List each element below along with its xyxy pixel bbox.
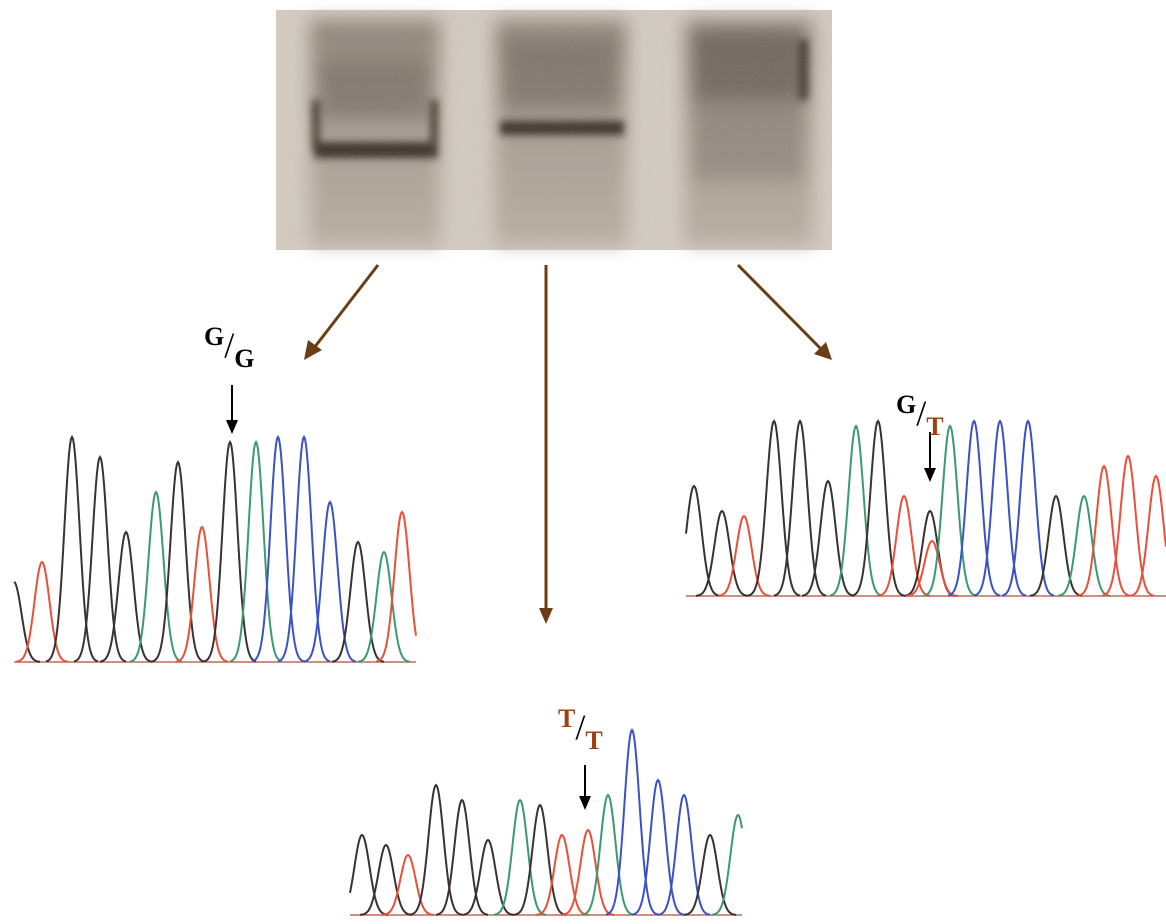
trace-peak: [461, 838, 515, 916]
trace-peak: [1101, 454, 1155, 597]
trace-peak: [129, 490, 183, 663]
trace-peak: [631, 778, 685, 916]
trace-peak: [773, 419, 827, 597]
trace-peak: [695, 509, 749, 597]
trace-peak: [229, 439, 283, 663]
trace-peak: [903, 509, 957, 597]
trace-peak: [1001, 419, 1055, 597]
genotype-label: G/G: [204, 322, 254, 373]
trace-peak: [359, 843, 413, 916]
trace-peak: [435, 798, 489, 916]
allele: T: [585, 726, 602, 755]
trace-peak: [1029, 494, 1083, 597]
trace-peak: [175, 525, 229, 663]
trace-peak: [973, 419, 1027, 597]
allele: G: [204, 322, 224, 351]
separator: /: [575, 707, 585, 747]
trace-peak: [349, 833, 389, 916]
trace-peak: [99, 530, 153, 663]
trace-peak: [15, 560, 69, 663]
allele: T: [558, 704, 575, 733]
trace-peak: [331, 540, 385, 663]
trace-peak: [73, 454, 127, 663]
separator: /: [224, 325, 234, 365]
trace-peak: [1129, 474, 1166, 597]
separator: /: [916, 393, 926, 433]
arrows: [304, 263, 832, 624]
trace-peak: [711, 813, 743, 916]
allele: G: [234, 344, 254, 373]
trace-peak: [905, 539, 959, 597]
trace-peak: [685, 484, 721, 597]
trace-peak: [829, 424, 883, 597]
trace-peak: [923, 424, 977, 597]
trace-peak: [381, 853, 435, 916]
trace-peak: [581, 793, 635, 916]
trace-peak: [357, 550, 411, 663]
trace-peak: [513, 803, 567, 916]
trace-peak: [151, 459, 205, 663]
trace-peak: [303, 500, 357, 663]
trace-peak: [747, 419, 801, 597]
genotype-label: G/T: [896, 390, 944, 441]
trace-peak: [877, 494, 931, 597]
trace-peak: [251, 434, 305, 663]
trace-peak: [657, 793, 711, 916]
trace-peak: [801, 479, 855, 597]
trace-peak: [13, 581, 41, 663]
trace-peak: [717, 514, 771, 597]
trace-peak: [1057, 494, 1111, 597]
trace-peak: [947, 419, 1001, 597]
trace-peak: [45, 434, 99, 663]
trace-peak: [375, 510, 417, 663]
gel-image: [276, 10, 832, 250]
trace-peak: [409, 783, 463, 916]
trace-peak: [561, 828, 615, 916]
allele: G: [896, 390, 916, 419]
trace-peak: [277, 434, 331, 663]
genotype-label: T/T: [558, 704, 603, 755]
trace-peak: [851, 419, 905, 597]
allele: T: [926, 412, 943, 441]
trace-peak: [1077, 464, 1131, 597]
trace-peak: [493, 798, 547, 916]
trace-peak: [203, 439, 257, 663]
trace-peak: [605, 728, 659, 916]
trace-peak: [683, 833, 737, 916]
trace-peak: [535, 833, 589, 916]
pointer-arrows: [226, 385, 936, 810]
traces: [13, 419, 1166, 916]
